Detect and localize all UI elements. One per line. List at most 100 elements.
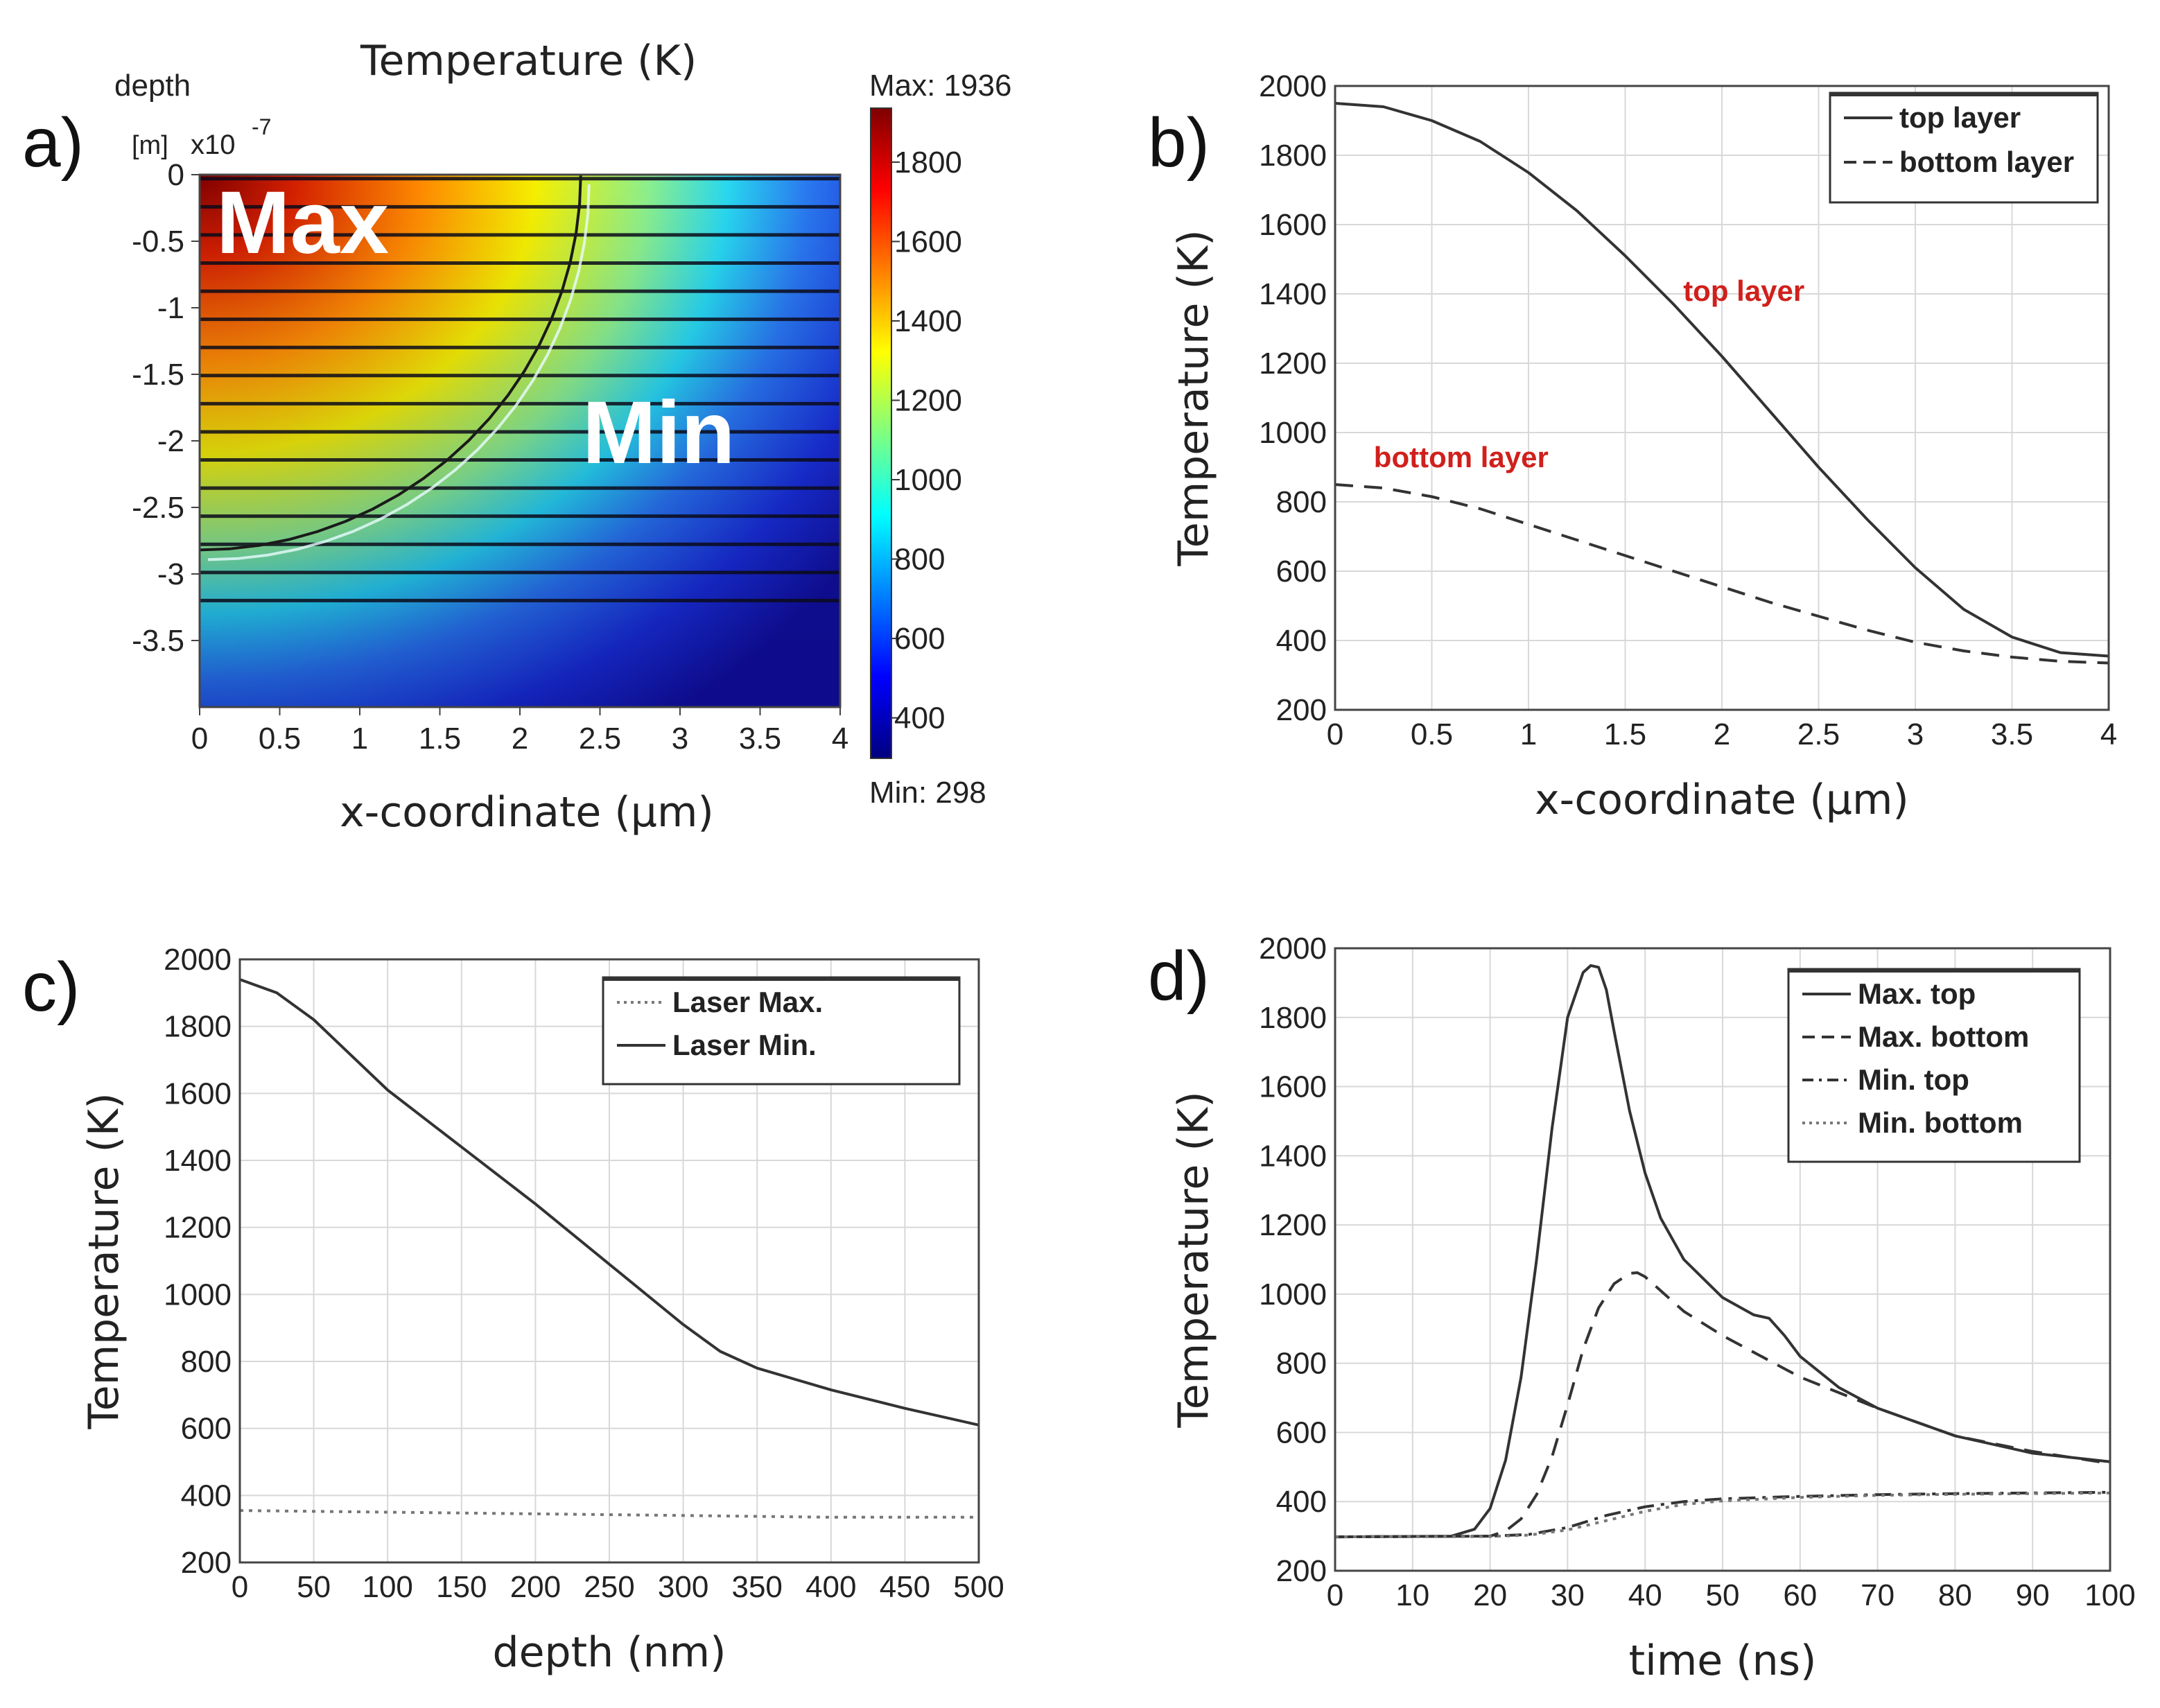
x-tick-label: 100	[362, 1570, 412, 1604]
panel-c-label: c)	[22, 948, 80, 1026]
series-line-laser-max-	[239, 1509, 979, 1519]
colorbar-min-text: Min: 298	[869, 776, 986, 810]
x-tick-label: 30	[1551, 1578, 1585, 1612]
heatmap-min-label: Min	[582, 383, 735, 482]
y-tick-label: 1000	[164, 1278, 232, 1312]
x-tick-label: 50	[297, 1570, 331, 1604]
heatmap-isotherm-line	[199, 174, 582, 552]
y-tick-label: 1600	[1259, 1070, 1327, 1104]
panel-b: b) 0 0.5 1 1.5 2 2.5 3 3.5 4 200 400 600 800 1000 1200 1…	[1148, 69, 2117, 824]
heatmap-y-tick-label: -0.5	[132, 225, 184, 259]
colorbar-gradient	[870, 107, 892, 759]
x-tick-label: 90	[2016, 1578, 2050, 1612]
colorbar-tick-label: 1200	[894, 383, 962, 417]
colorbar-ticks: 1800 1600 1400 1200 1000 800 600 400	[891, 146, 962, 735]
heatmap-y-tick-label: -1.5	[132, 358, 184, 392]
plot-frame	[1334, 947, 2111, 1572]
colorbar-max-text: Max: 1936	[869, 69, 1011, 103]
x-tick-label: 100	[2084, 1578, 2135, 1612]
x-tick-label: 70	[1861, 1578, 1895, 1612]
y-tick-label: 600	[181, 1412, 232, 1446]
y-tick-label: 2000	[164, 943, 232, 977]
heatmap-y-tick-label: -3.5	[132, 624, 184, 658]
heatmap-x-tick-label: 3.5	[739, 722, 781, 756]
x-tick-label: 0	[1327, 717, 1343, 751]
colorbar-tick-label: 1400	[894, 304, 962, 338]
y-axis-title: Temperature (K)	[1169, 229, 1218, 566]
x-tick-label: 400	[805, 1570, 856, 1604]
legend-label: Min. top	[1858, 1063, 1969, 1096]
x-tick-label: 3.5	[1991, 717, 2033, 751]
x-tick-label: 80	[1938, 1578, 1972, 1612]
y-tick-label: 1800	[164, 1010, 232, 1044]
heatmap-y-scale-exp: -7	[252, 114, 271, 139]
heatmap-y-scale: x10	[191, 130, 236, 160]
legend-label: Max. bottom	[1858, 1020, 2029, 1053]
x-tick-label: 150	[436, 1570, 487, 1604]
heatmap-area: Max Min	[198, 173, 842, 708]
heatmap-x-tick-label: 1.5	[419, 722, 461, 756]
legend-box	[602, 976, 961, 1086]
y-tick-label: 1000	[1259, 1278, 1327, 1312]
y-tick-label: 200	[181, 1546, 232, 1580]
heatmap-x-tick-label: 0	[191, 722, 208, 756]
legend-label: Min. bottom	[1858, 1106, 2023, 1139]
y-tick-label: 1600	[164, 1077, 232, 1110]
heatmap-x-tick-label: 1	[351, 722, 368, 756]
x-tick-label: 50	[1706, 1578, 1740, 1612]
y-axis-title: Temperature (K)	[80, 1092, 128, 1429]
series-line-max-top	[1334, 964, 2111, 1539]
heatmap-y-ticks: 0 -0.5 -1 -1.5 -2 -2.5 -3 -3.5	[132, 158, 200, 658]
y-tick-label: 1200	[164, 1211, 232, 1245]
heatmap-y-unit: [m]	[132, 131, 168, 160]
y-tick-label: 200	[1276, 1554, 1327, 1588]
heatmap-ylabel: depth	[114, 69, 191, 103]
x-tick-label: 0	[232, 1570, 248, 1604]
series-line-top-layer	[1334, 102, 2109, 658]
series-line-laser-min-	[239, 978, 979, 1427]
x-tick-label: 40	[1628, 1578, 1662, 1612]
legend-box	[1787, 968, 2081, 1163]
y-tick-label: 1800	[1259, 139, 1327, 173]
x-tick-label: 2.5	[1797, 717, 1840, 751]
y-tick-label: 1600	[1259, 208, 1327, 242]
series-line-min-bottom	[1334, 1491, 2111, 1539]
x-tick-label: 1	[1520, 717, 1537, 751]
x-tick-label: 20	[1473, 1578, 1507, 1612]
plot-frame	[1334, 85, 2110, 711]
heatmap-y-tick-label: 0	[168, 158, 184, 192]
series-line-max-bottom	[1334, 1271, 2111, 1539]
x-axis-title: time (ns)	[1629, 1637, 1817, 1685]
x-tick-label: 0.5	[1411, 717, 1453, 751]
panel-d: d) 0 10 20 30 40 50 60 70 80 90 100 200 400 600 800 1000…	[1148, 932, 2136, 1685]
y-tick-label: 1400	[1259, 1139, 1327, 1173]
colorbar-tick-label: 400	[894, 702, 945, 735]
panel-c: c) 0 50 100 150 200 250 300 350 400 450 500 200 400 60…	[22, 943, 1004, 1677]
colorbar-tick-label: 1600	[894, 225, 962, 259]
legend-box	[1829, 92, 2099, 204]
x-tick-label: 250	[584, 1570, 634, 1604]
heatmap-isotherm-highlight	[207, 184, 591, 561]
heatmap-x-tick-label: 2.5	[579, 722, 621, 756]
x-tick-label: 500	[953, 1570, 1004, 1604]
y-tick-label: 1200	[1259, 347, 1327, 381]
heatmap-x-tick-label: 2	[512, 722, 528, 756]
y-tick-label: 800	[181, 1345, 232, 1379]
legend-label: Max. top	[1858, 977, 1976, 1010]
x-tick-label: 10	[1395, 1578, 1429, 1612]
heatmap-y-tick-label: -1	[157, 291, 184, 325]
panel-a-label: a)	[22, 104, 84, 182]
colorbar: Max: 1936 18001600140012001000800600400 …	[869, 69, 1011, 810]
y-tick-label: 600	[1276, 1415, 1327, 1449]
y-tick-label: 400	[1276, 624, 1327, 658]
y-tick-label: 1000	[1259, 416, 1327, 450]
y-tick-label: 800	[1276, 485, 1327, 519]
colorbar-tick-label: 1800	[894, 146, 962, 180]
heatmap-max-label: Max	[216, 173, 389, 272]
y-tick-label: 1400	[1259, 277, 1327, 311]
x-tick-label: 4	[2100, 717, 2117, 751]
x-tick-label: 300	[658, 1570, 708, 1604]
x-tick-label: 1.5	[1604, 717, 1646, 751]
y-tick-label: 1800	[1259, 1001, 1327, 1035]
